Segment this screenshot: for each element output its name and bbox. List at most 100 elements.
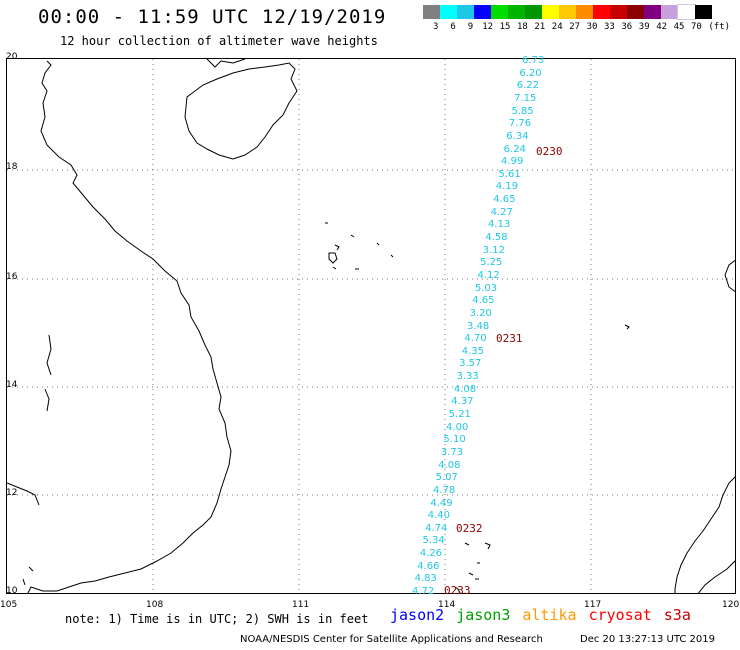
swh-value: 6.22	[516, 80, 540, 92]
color-scale-label: 42	[656, 22, 668, 32]
color-scale-label: 45	[673, 22, 685, 32]
color-scale-label: 39	[638, 22, 650, 32]
color-scale-cell	[610, 5, 627, 19]
swh-value: 4.70	[464, 333, 487, 345]
color-scale-label: 21	[534, 22, 546, 32]
color-scale-label: 27	[569, 22, 581, 32]
color-scale-cell	[457, 5, 474, 19]
swh-value: 4.65	[493, 194, 516, 206]
satellite-legend-item: jason2	[390, 606, 445, 624]
color-scale-cell	[695, 5, 712, 19]
vietnam-coastline	[27, 60, 232, 593]
swh-value: 7.15	[514, 92, 537, 104]
color-scale-label: 18	[517, 22, 528, 32]
color-scale-cell	[491, 5, 508, 19]
hainan-island	[184, 62, 298, 160]
color-scale-label: 36	[621, 22, 633, 32]
color-scale-label: (ft)	[708, 22, 731, 32]
lat-tick-label: 12	[6, 488, 18, 498]
swh-value: 4.83	[414, 573, 437, 585]
color-scale-cell	[593, 5, 610, 19]
swh-value: 4.37	[451, 396, 474, 408]
satellite-legend: jason2 jason3 altika cryosat s3a	[390, 606, 703, 624]
swh-value: 4.49	[430, 497, 453, 509]
swh-value: 4.12	[477, 269, 500, 281]
swh-value: 4.00	[446, 421, 469, 433]
swh-value: 4.58	[485, 232, 508, 243]
swh-value: 4.08	[453, 383, 477, 395]
swh-value: 3.57	[459, 358, 482, 370]
swh-value: 4.74	[425, 522, 448, 534]
swh-value: 5.85	[511, 105, 534, 117]
swh-value: 4.26	[419, 548, 443, 560]
color-scale-label: 30	[586, 22, 598, 32]
map-subtitle: 12 hour collection of altimeter wave hei…	[60, 34, 378, 48]
lon-tick-label: 111	[292, 600, 310, 610]
color-scale-cell	[440, 5, 457, 19]
satellite-legend-item: cryosat	[588, 606, 652, 624]
color-scale-label: 9	[467, 22, 474, 32]
swh-value: 6.24	[503, 143, 526, 155]
lon-tick-label: 117	[584, 600, 602, 610]
swh-value: 5.03	[474, 282, 498, 294]
palawan-borneo-coastline	[674, 476, 735, 593]
color-scale-cell	[627, 5, 644, 19]
color-scale-cell	[644, 5, 661, 19]
lat-tick-label: 16	[6, 272, 18, 282]
pass-time-label: 0230	[536, 145, 563, 158]
lat-tick-label: 18	[6, 162, 18, 172]
grid-lines	[7, 59, 735, 593]
lat-tick-label: 10	[6, 586, 18, 596]
spratly-reefs	[454, 324, 630, 593]
color-scale-cell	[474, 5, 491, 19]
swh-value: 4.19	[495, 181, 519, 193]
swh-value: 4.13	[487, 219, 511, 231]
swh-value: 4.27	[490, 206, 513, 218]
color-scale-cell	[525, 5, 542, 19]
color-scale-cell	[661, 5, 678, 19]
color-scale-label: 6	[450, 22, 456, 32]
mainland-china-coast	[206, 59, 246, 68]
swh-value: 3.33	[456, 371, 479, 383]
swh-value: 3.73	[440, 446, 464, 458]
color-scale-cell	[508, 5, 525, 19]
color-scale-cell	[677, 4, 696, 20]
island-fragments	[22, 334, 52, 586]
swh-value: 4.35	[461, 345, 485, 357]
pass-time-label: 0233	[444, 584, 471, 597]
lat-tick-label: 20	[6, 52, 18, 62]
paracel-islands	[325, 222, 394, 270]
swh-value: 4.08	[438, 459, 461, 471]
swh-value: 5.10	[443, 434, 466, 446]
lon-tick-label: 114	[438, 600, 456, 610]
swh-value: 4.66	[417, 560, 440, 572]
color-scale-cell	[559, 5, 576, 19]
swh-value: 3.12	[482, 244, 505, 256]
coastline-layer	[7, 59, 735, 593]
footer-credit: NOAA/NESDIS Center for Satellite Applica…	[240, 634, 543, 645]
satellite-legend-item: s3a	[663, 606, 691, 624]
swh-value: 4.72	[412, 586, 435, 597]
swh-value: 6.20	[519, 67, 542, 79]
swh-value: 7.76	[508, 118, 532, 130]
swh-value: 3.20	[469, 307, 492, 319]
footer-note: note: 1) Time is in UTC; 2) SWH is in fe…	[65, 612, 369, 626]
philippines-coastline	[724, 259, 735, 293]
swh-value: 6.73	[522, 55, 545, 66]
color-scale-cell	[423, 5, 440, 19]
color-scale-label: 33	[604, 22, 615, 32]
lon-tick-label: 105	[0, 600, 18, 610]
satellite-legend-item: jason3	[456, 606, 511, 624]
color-scale-label: 12	[482, 22, 494, 32]
map-title: 00:00 - 11:59 UTC 12/19/2019	[38, 6, 387, 28]
swh-value: 5.07	[435, 472, 458, 484]
swh-value: 4.78	[432, 484, 456, 496]
color-scale-label: 24	[551, 22, 563, 32]
pass-time-label: 0232	[456, 522, 483, 535]
footer-timestamp: Dec 20 13:27:13 UTC 2019	[580, 634, 715, 645]
swh-value: 4.65	[472, 295, 495, 307]
color-scale-labels: 3 6 9 12 15 18 21 24 27 30 33 36 39 42 45 70 (ft)	[423, 22, 740, 34]
cambodia-coastline	[7, 482, 40, 506]
map-area	[6, 58, 736, 594]
satellite-legend-item: altika	[522, 606, 577, 624]
